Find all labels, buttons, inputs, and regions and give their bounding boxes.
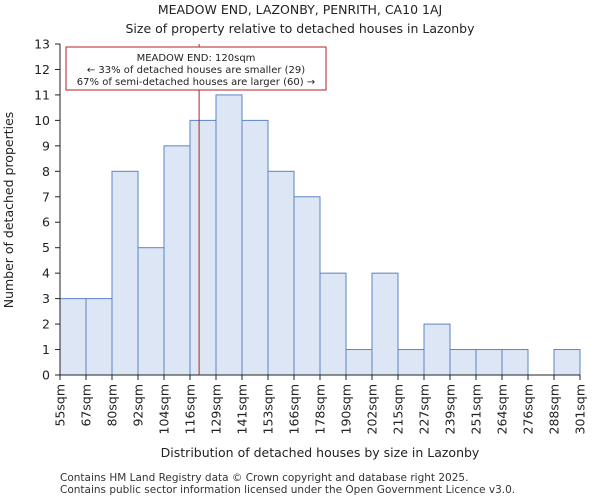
bar-129sqm bbox=[215, 94, 243, 376]
x-tick-label: 153sqm bbox=[261, 384, 276, 434]
annotation-box: MEADOW END: 120sqm ← 33% of detached hou… bbox=[65, 46, 327, 91]
x-tick-label: 227sqm bbox=[417, 384, 432, 434]
bar-104sqm bbox=[163, 145, 191, 376]
bar-227sqm bbox=[423, 323, 451, 376]
y-tick-label: 3 bbox=[42, 291, 50, 306]
annotation-line3: 67% of semi-detached houses are larger (… bbox=[77, 77, 315, 88]
bar-80sqm bbox=[111, 170, 139, 376]
x-tick-label: 288sqm bbox=[547, 384, 562, 434]
x-tick-label: 55sqm bbox=[53, 384, 68, 427]
footer-line2: Contains public sector information licen… bbox=[60, 484, 515, 496]
footer-line1: Contains HM Land Registry data © Crown c… bbox=[60, 472, 468, 484]
bars-group bbox=[59, 94, 581, 376]
bar-116sqm bbox=[189, 119, 217, 376]
bar-166sqm bbox=[293, 196, 321, 376]
bar-178sqm bbox=[319, 272, 347, 376]
bar-288sqm bbox=[553, 349, 581, 376]
bar-239sqm bbox=[449, 349, 477, 376]
x-tick-label: 92sqm bbox=[131, 384, 146, 427]
bar-190sqm bbox=[345, 349, 373, 376]
y-tick-label: 8 bbox=[42, 164, 50, 179]
x-tick-label: 202sqm bbox=[365, 384, 380, 434]
bar-215sqm bbox=[397, 349, 425, 376]
x-tick-label: 166sqm bbox=[287, 384, 302, 434]
x-tick-label: 104sqm bbox=[157, 384, 172, 434]
y-tick-label: 2 bbox=[42, 317, 50, 332]
x-tick-label: 215sqm bbox=[391, 384, 406, 434]
bar-141sqm bbox=[241, 119, 269, 376]
y-tick-label: 9 bbox=[42, 138, 50, 153]
bar-55sqm bbox=[59, 298, 87, 376]
bar-67sqm bbox=[85, 298, 113, 376]
annotation-line2: ← 33% of detached houses are smaller (29… bbox=[87, 65, 305, 76]
x-tick-label: 67sqm bbox=[79, 384, 94, 427]
bar-202sqm bbox=[371, 272, 399, 376]
x-tick-label: 264sqm bbox=[495, 384, 510, 434]
y-tick-label: 0 bbox=[42, 368, 50, 383]
bar-251sqm bbox=[475, 349, 503, 376]
x-tick-label: 80sqm bbox=[105, 384, 120, 427]
x-tick-label: 301sqm bbox=[573, 384, 588, 434]
y-tick-label: 5 bbox=[42, 240, 50, 255]
y-tick-label: 11 bbox=[34, 87, 50, 102]
x-tick-label: 141sqm bbox=[235, 384, 250, 434]
x-axis-label: Distribution of detached houses by size … bbox=[161, 445, 480, 460]
y-tick-label: 6 bbox=[42, 215, 50, 230]
chart-title-line2: Size of property relative to detached ho… bbox=[126, 21, 476, 36]
y-tick-label: 13 bbox=[34, 37, 50, 52]
y-tick-label: 7 bbox=[42, 189, 50, 204]
x-tick-label: 129sqm bbox=[209, 384, 224, 434]
y-tick-label: 10 bbox=[34, 113, 50, 128]
x-tick-label: 178sqm bbox=[313, 384, 328, 434]
y-tick-label: 12 bbox=[34, 62, 50, 77]
y-axis-label: Number of detached properties bbox=[1, 112, 16, 309]
y-tick-label: 1 bbox=[42, 342, 50, 357]
y-tick-label: 4 bbox=[42, 266, 50, 281]
bar-153sqm bbox=[267, 170, 295, 376]
x-ticks-group: 55sqm 67sqm 80sqm 92sqm 104sqm 116sqm 129sqm 14… bbox=[53, 375, 588, 434]
x-tick-label: 239sqm bbox=[443, 384, 458, 434]
x-tick-label: 276sqm bbox=[521, 384, 536, 434]
x-tick-label: 190sqm bbox=[339, 384, 354, 434]
bar-264sqm bbox=[501, 349, 529, 376]
x-tick-label: 251sqm bbox=[469, 384, 484, 434]
x-tick-label: 116sqm bbox=[183, 384, 198, 434]
bar-92sqm bbox=[137, 247, 165, 376]
annotation-line1: MEADOW END: 120sqm bbox=[137, 53, 256, 64]
chart-title-line1: MEADOW END, LAZONBY, PENRITH, CA10 1AJ bbox=[158, 2, 442, 17]
